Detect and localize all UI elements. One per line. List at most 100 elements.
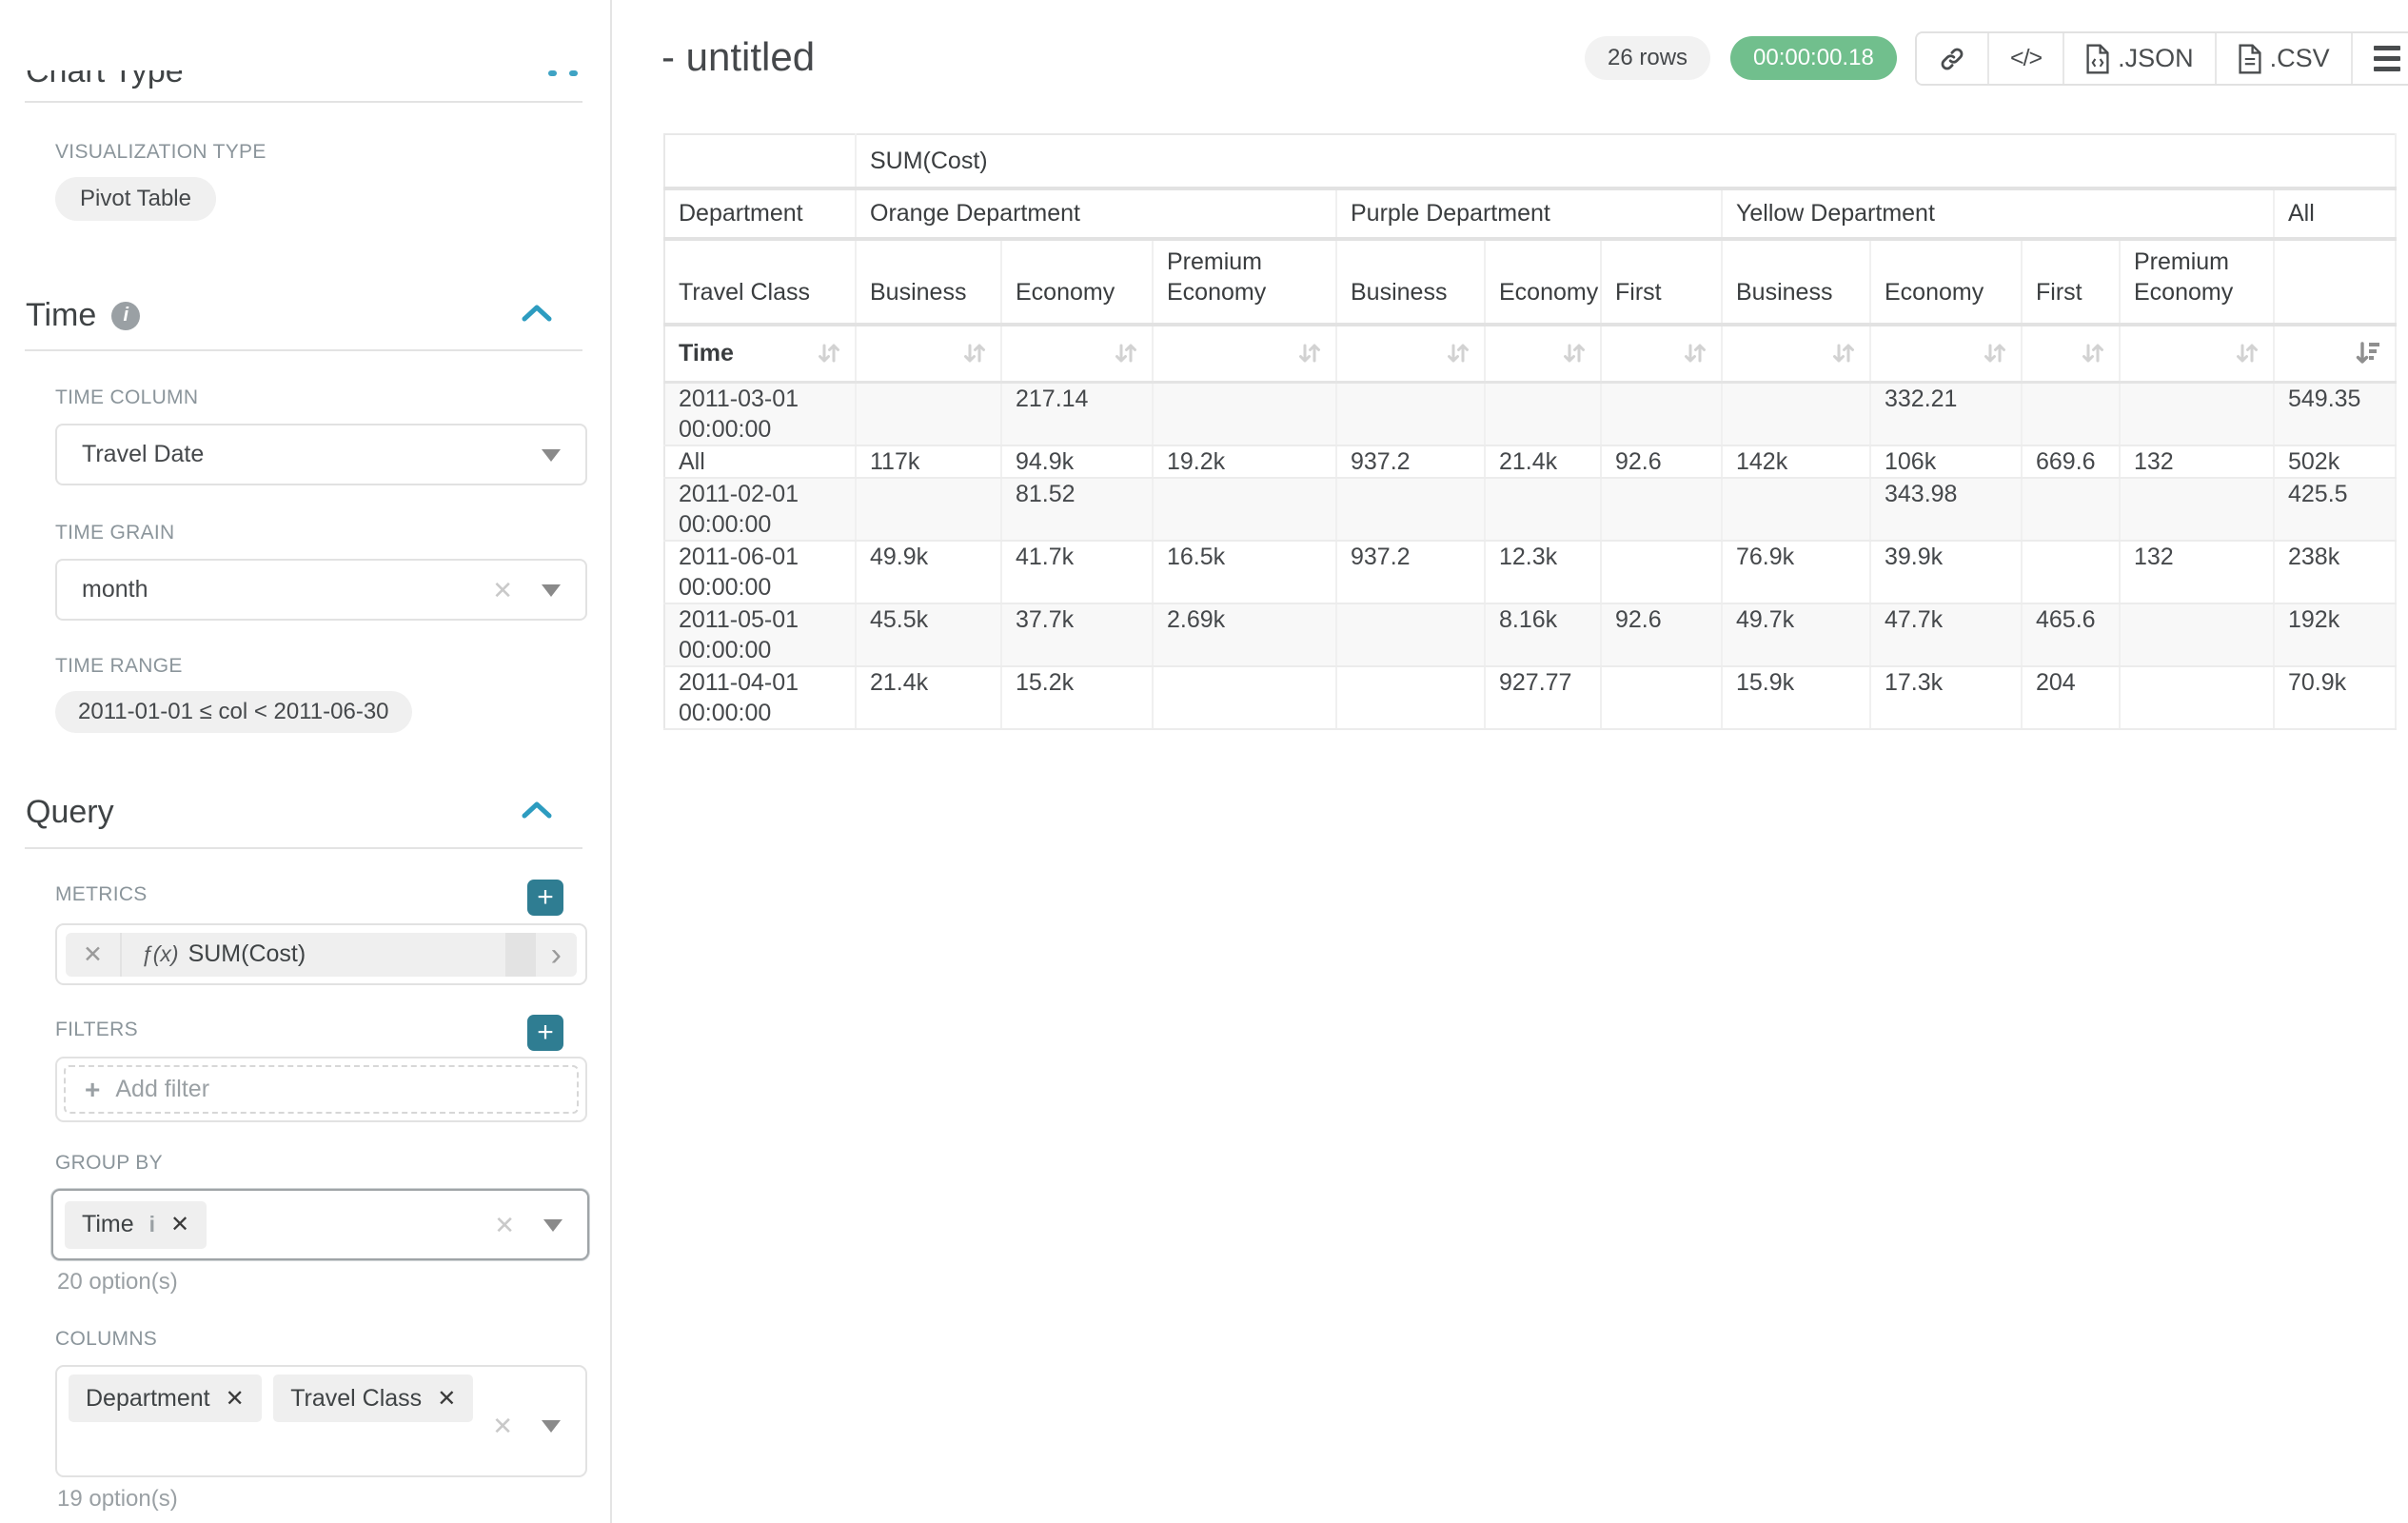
pivot-cell: 16.5k bbox=[1153, 540, 1337, 604]
columns-label: COLUMNS bbox=[55, 1328, 158, 1350]
panel-drag-handle-dot[interactable] bbox=[569, 70, 578, 76]
export-csv-button[interactable]: .CSV bbox=[2214, 33, 2351, 84]
column-sort-header[interactable] bbox=[856, 325, 1002, 384]
sort-icon[interactable] bbox=[2233, 339, 2261, 367]
column-sort-header[interactable] bbox=[1153, 325, 1337, 384]
columns-chip-travel-class[interactable]: Travel Class ✕ bbox=[273, 1375, 474, 1422]
sort-icon[interactable] bbox=[1560, 339, 1589, 367]
viz-type-pill[interactable]: Pivot Table bbox=[55, 177, 216, 221]
columns-options-hint: 19 option(s) bbox=[57, 1486, 178, 1512]
function-icon: ƒ(x) bbox=[140, 941, 179, 966]
add-filter-plus-button[interactable]: + bbox=[527, 1015, 563, 1051]
chart-title[interactable]: - untitled bbox=[661, 34, 816, 79]
time-grain-select[interactable]: month ✕ bbox=[55, 559, 587, 621]
chevron-up-icon[interactable] bbox=[521, 303, 553, 324]
add-filter-button[interactable]: + Add filter bbox=[64, 1065, 579, 1114]
pivot-cell: 17.3k bbox=[1870, 665, 2023, 730]
pivot-cell: 204 bbox=[2022, 665, 2121, 730]
groupby-chip-time[interactable]: Time i ✕ bbox=[65, 1200, 207, 1249]
remove-chip-icon[interactable]: ✕ bbox=[225, 1385, 245, 1412]
pivot-cell: 37.7k bbox=[1001, 603, 1154, 667]
pivot-cell: 192k bbox=[2274, 603, 2398, 667]
department-group-header: Purple Department bbox=[1336, 188, 1723, 241]
sort-icon[interactable] bbox=[1444, 339, 1472, 367]
remove-chip-icon[interactable]: ✕ bbox=[437, 1385, 457, 1412]
pivot-cell: 669.6 bbox=[2022, 445, 2121, 479]
sort-icon[interactable] bbox=[1829, 339, 1858, 367]
travel-class-header: First bbox=[1601, 239, 1723, 326]
col-dimension-label: Travel Class bbox=[664, 239, 857, 326]
caret-down-icon bbox=[542, 448, 561, 462]
viz-type-group: VISUALIZATION TYPE Pivot Table bbox=[55, 141, 266, 221]
chip-label: Department bbox=[86, 1384, 210, 1412]
column-sort-header[interactable] bbox=[2274, 325, 2398, 384]
export-toolbar: </> .JSON .CSV bbox=[1915, 31, 2408, 86]
sort-descending-icon[interactable] bbox=[2353, 339, 2383, 367]
pivot-cell bbox=[1336, 665, 1486, 730]
pivot-cell: 2.69k bbox=[1153, 603, 1337, 667]
query-section-header[interactable]: Query bbox=[26, 794, 583, 831]
panel-drag-handle-dot[interactable] bbox=[548, 70, 557, 76]
section-divider bbox=[25, 101, 582, 103]
sort-icon[interactable] bbox=[1981, 339, 2009, 367]
remove-metric-icon[interactable]: ✕ bbox=[83, 940, 103, 968]
time-column-value: Travel Date bbox=[82, 441, 205, 467]
metric-pill[interactable]: ✕ ƒ(x) SUM(Cost) › bbox=[66, 932, 577, 977]
more-options-button[interactable] bbox=[2350, 33, 2408, 84]
pivot-cell: 49.9k bbox=[856, 540, 1002, 604]
time-section-header[interactable]: Time i bbox=[26, 297, 583, 334]
pivot-cell: 937.2 bbox=[1336, 540, 1486, 604]
column-sort-header[interactable] bbox=[2022, 325, 2121, 384]
columns-select[interactable]: Department ✕ Travel Class ✕ ✕ bbox=[55, 1365, 587, 1477]
column-sort-header[interactable] bbox=[1870, 325, 2023, 384]
time-section-title: Time bbox=[26, 297, 97, 333]
pivot-cell: 132 bbox=[2120, 445, 2275, 479]
time-column-select[interactable]: Travel Date bbox=[55, 424, 587, 485]
pivot-cell: 132 bbox=[2120, 540, 2275, 604]
remove-chip-icon[interactable]: ✕ bbox=[170, 1212, 190, 1237]
travel-class-header: Economy bbox=[1870, 239, 2023, 326]
travel-class-header: Premium Economy bbox=[2120, 239, 2275, 326]
sort-icon[interactable] bbox=[1112, 339, 1140, 367]
travel-class-header-row: Travel Class Business Economy Premium Ec… bbox=[664, 239, 2398, 326]
add-metric-button[interactable]: + bbox=[527, 880, 563, 916]
sort-icon[interactable] bbox=[1681, 339, 1709, 367]
row-dimension-sort-header[interactable]: Time bbox=[664, 325, 857, 384]
column-sort-header[interactable] bbox=[1485, 325, 1602, 384]
pivot-cell bbox=[2120, 382, 2275, 446]
time-range-pill[interactable]: 2011-01-01 ≤ col < 2011-06-30 bbox=[55, 691, 412, 733]
control-panel: Chart Type RUN SAVE VISUALIZATION TYPE P… bbox=[0, 0, 612, 1523]
sort-icon[interactable] bbox=[2079, 339, 2107, 367]
clear-icon[interactable]: ✕ bbox=[492, 575, 513, 604]
pivot-cell bbox=[1601, 477, 1723, 542]
metric-expand[interactable]: › bbox=[504, 932, 577, 977]
pivot-data-row: 2011-05-01 00:00:00 45.5k 37.7k 2.69k 8.16k 9… bbox=[664, 603, 2398, 667]
column-sort-header[interactable] bbox=[1601, 325, 1723, 384]
copy-link-button[interactable] bbox=[1917, 33, 1987, 84]
time-range-value: 2011-01-01 ≤ col < 2011-06-30 bbox=[78, 699, 389, 724]
pivot-cell bbox=[1336, 603, 1486, 667]
column-sort-header[interactable] bbox=[1001, 325, 1154, 384]
embed-code-button[interactable]: </> bbox=[1987, 33, 2063, 84]
column-sort-header[interactable] bbox=[2120, 325, 2275, 384]
clear-icon[interactable]: ✕ bbox=[492, 1412, 513, 1440]
groupby-select[interactable]: Time i ✕ ✕ bbox=[51, 1189, 589, 1260]
sort-icon[interactable] bbox=[815, 339, 843, 367]
chevron-up-icon[interactable] bbox=[521, 800, 553, 821]
sort-icon[interactable] bbox=[1295, 339, 1324, 367]
clear-icon[interactable]: ✕ bbox=[494, 1210, 515, 1239]
pivot-row-label: 2011-03-01 00:00:00 bbox=[664, 382, 857, 446]
column-sort-header[interactable] bbox=[1336, 325, 1486, 384]
export-json-button[interactable]: .JSON bbox=[2063, 33, 2215, 84]
code-icon: </> bbox=[2010, 45, 2043, 71]
metrics-container: ✕ ƒ(x) SUM(Cost) › bbox=[55, 923, 587, 985]
pivot-cell bbox=[2022, 477, 2121, 542]
pivot-data-row: 2011-04-01 00:00:00 21.4k 15.2k 927.77 15.9k… bbox=[664, 665, 2398, 730]
sort-icon[interactable] bbox=[960, 339, 989, 367]
pivot-cell: 21.4k bbox=[856, 665, 1002, 730]
columns-chip-department[interactable]: Department ✕ bbox=[69, 1375, 262, 1422]
filters-group: FILTERS + + Add filter bbox=[55, 1015, 587, 1122]
pivot-cell: 19.2k bbox=[1153, 445, 1337, 479]
column-sort-header[interactable] bbox=[1722, 325, 1871, 384]
section-divider bbox=[25, 349, 582, 351]
